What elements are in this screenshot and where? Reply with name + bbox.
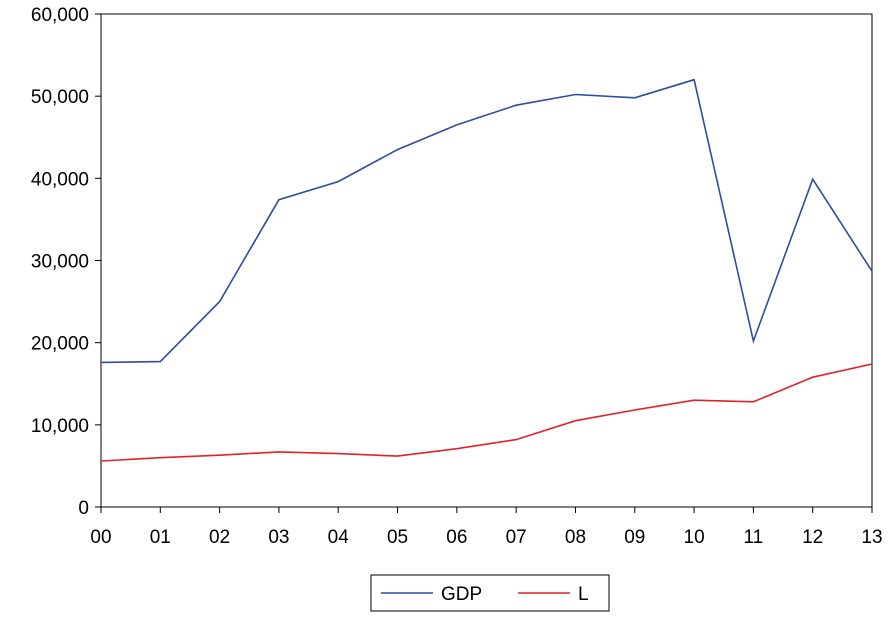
x-tick-label: 04	[328, 527, 350, 548]
y-tick-label: 20,000	[31, 334, 89, 355]
plot-border	[100, 13, 873, 508]
x-tick-label: 11	[744, 527, 764, 548]
x-tick-label: 10	[684, 527, 705, 548]
legend: GDP L	[370, 574, 610, 612]
x-tick-label: 02	[209, 527, 230, 548]
series-line-l	[100, 363, 873, 462]
x-tick-label: 13	[861, 527, 882, 548]
y-tick-label: 60,000	[31, 5, 89, 26]
x-tick-label: 07	[506, 527, 527, 548]
x-tick-label: 12	[802, 527, 823, 548]
x-tick-label: 05	[387, 527, 408, 548]
y-tick-label: 40,000	[31, 169, 89, 190]
y-tick-label: 10,000	[31, 416, 89, 437]
legend-label-gdp: GDP	[441, 584, 482, 605]
x-tick-label: 08	[565, 527, 586, 548]
y-tick-label: 0	[78, 498, 89, 519]
series-layer	[100, 78, 873, 462]
plot-area	[100, 13, 873, 508]
y-tick-label: 30,000	[31, 252, 89, 273]
x-tick-label: 01	[150, 527, 171, 548]
y-tick-label: 50,000	[31, 87, 89, 108]
x-axis: 00 01 02 03 04 05 06 07 08 09 10 11 12 13	[90, 507, 883, 548]
x-tick-label: 09	[624, 527, 645, 548]
x-tick-label: 06	[446, 527, 467, 548]
x-tick-label: 00	[90, 527, 111, 548]
legend-label-l: L	[578, 584, 589, 605]
series-line-gdp	[100, 78, 873, 364]
x-tick-label: 03	[268, 527, 289, 548]
y-axis: 0 10,000 20,000 30,000 40,000 50,000 60,000	[31, 5, 101, 519]
